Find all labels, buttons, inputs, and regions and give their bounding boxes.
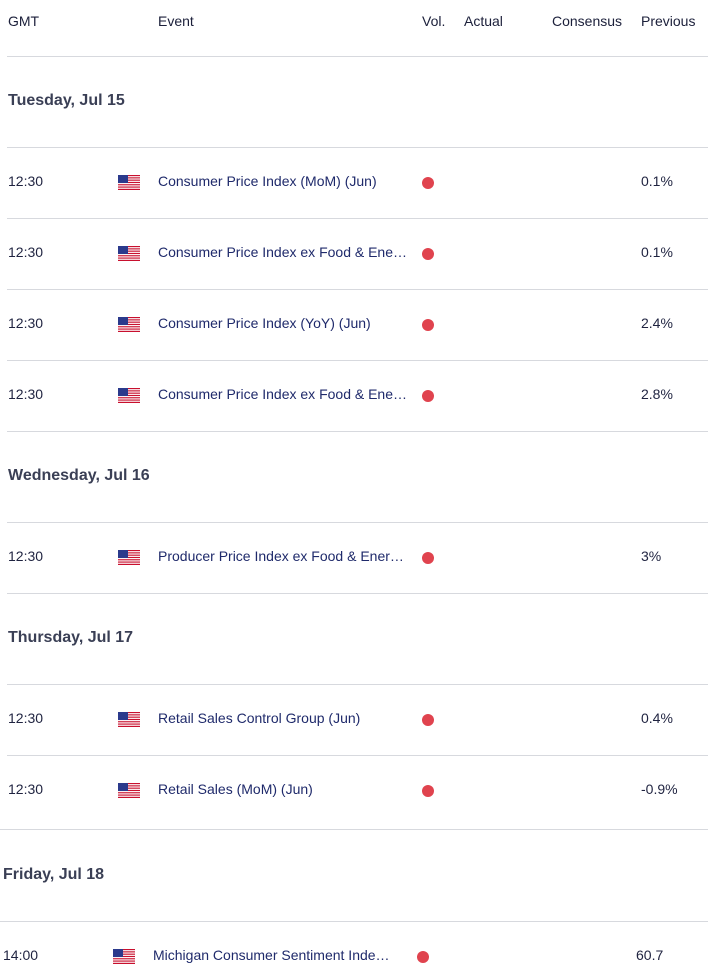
day-header: Thursday, Jul 17 bbox=[8, 629, 134, 646]
us-flag-icon bbox=[118, 246, 140, 261]
previous-value: 60.7 bbox=[636, 947, 664, 963]
event-name[interactable]: Michigan Consumer Sentiment Inde… bbox=[153, 947, 390, 963]
volatility-dot bbox=[422, 319, 434, 331]
table-row[interactable]: 12:30 Consumer Price Index (YoY) (Jun) 2… bbox=[0, 315, 708, 335]
event-name[interactable]: Retail Sales (MoM) (Jun) bbox=[158, 781, 313, 797]
event-name[interactable]: Consumer Price Index (YoY) (Jun) bbox=[158, 315, 371, 331]
header-gmt[interactable]: GMT bbox=[8, 13, 40, 29]
volatility-dot bbox=[417, 951, 429, 963]
header-previous[interactable]: Previous bbox=[641, 13, 696, 29]
divider bbox=[7, 684, 708, 685]
volatility-dot bbox=[422, 785, 434, 797]
table-row[interactable]: 12:30 Consumer Price Index ex Food & Ene… bbox=[0, 244, 708, 264]
event-name[interactable]: Consumer Price Index ex Food & Ene… bbox=[158, 244, 408, 260]
event-time: 12:30 bbox=[8, 244, 44, 260]
table-row[interactable]: 12:30 Retail Sales Control Group (Jun) 0… bbox=[0, 710, 708, 730]
us-flag-icon bbox=[118, 175, 140, 190]
divider bbox=[0, 829, 708, 830]
day-header: Friday, Jul 18 bbox=[3, 866, 105, 883]
divider bbox=[0, 921, 708, 922]
table-row[interactable]: 12:30 Consumer Price Index (MoM) (Jun) 0… bbox=[0, 173, 708, 193]
us-flag-icon bbox=[118, 783, 140, 798]
volatility-dot bbox=[422, 552, 434, 564]
previous-value: -0.9% bbox=[641, 781, 678, 797]
previous-value: 0.4% bbox=[641, 710, 673, 726]
divider bbox=[7, 360, 708, 361]
us-flag-icon bbox=[118, 388, 140, 403]
table-row[interactable]: 12:30 Producer Price Index ex Food & Ene… bbox=[0, 548, 708, 568]
header-vol[interactable]: Vol. bbox=[422, 13, 446, 29]
us-flag-icon bbox=[113, 949, 135, 964]
previous-value: 2.8% bbox=[641, 386, 673, 402]
header-event[interactable]: Event bbox=[158, 13, 194, 29]
event-time: 12:30 bbox=[8, 710, 44, 726]
us-flag-icon bbox=[118, 317, 140, 332]
event-name[interactable]: Retail Sales Control Group (Jun) bbox=[158, 710, 361, 726]
divider bbox=[7, 522, 708, 523]
us-flag-icon bbox=[118, 550, 140, 565]
previous-value: 3% bbox=[641, 548, 662, 564]
divider bbox=[7, 147, 708, 148]
event-time: 12:30 bbox=[8, 548, 44, 564]
event-time: 14:00 bbox=[3, 947, 39, 963]
volatility-dot bbox=[422, 714, 434, 726]
event-time: 12:30 bbox=[8, 781, 44, 797]
volatility-dot bbox=[422, 177, 434, 189]
table-row[interactable]: 12:30 Retail Sales (MoM) (Jun) -0.9% bbox=[0, 781, 708, 801]
divider bbox=[7, 218, 708, 219]
table-row[interactable]: 14:00 Michigan Consumer Sentiment Inde… … bbox=[0, 947, 708, 967]
event-name[interactable]: Consumer Price Index (MoM) (Jun) bbox=[158, 173, 377, 189]
header-consensus[interactable]: Consensus bbox=[552, 13, 623, 29]
header-actual[interactable]: Actual bbox=[464, 13, 503, 29]
divider bbox=[7, 431, 708, 432]
previous-value: 0.1% bbox=[641, 244, 673, 260]
event-time: 12:30 bbox=[8, 315, 44, 331]
divider bbox=[7, 755, 708, 756]
day-header: Wednesday, Jul 16 bbox=[8, 467, 150, 484]
previous-value: 0.1% bbox=[641, 173, 673, 189]
volatility-dot bbox=[422, 248, 434, 260]
volatility-dot bbox=[422, 390, 434, 402]
divider bbox=[7, 593, 708, 594]
event-name[interactable]: Consumer Price Index ex Food & Ene… bbox=[158, 386, 408, 402]
event-time: 12:30 bbox=[8, 173, 44, 189]
day-header: Tuesday, Jul 15 bbox=[8, 92, 125, 109]
table-row[interactable]: 12:30 Consumer Price Index ex Food & Ene… bbox=[0, 386, 708, 406]
divider bbox=[7, 56, 708, 57]
previous-value: 2.4% bbox=[641, 315, 673, 331]
divider bbox=[7, 289, 708, 290]
us-flag-icon bbox=[118, 712, 140, 727]
event-time: 12:30 bbox=[8, 386, 44, 402]
event-name[interactable]: Producer Price Index ex Food & Ener… bbox=[158, 548, 404, 564]
